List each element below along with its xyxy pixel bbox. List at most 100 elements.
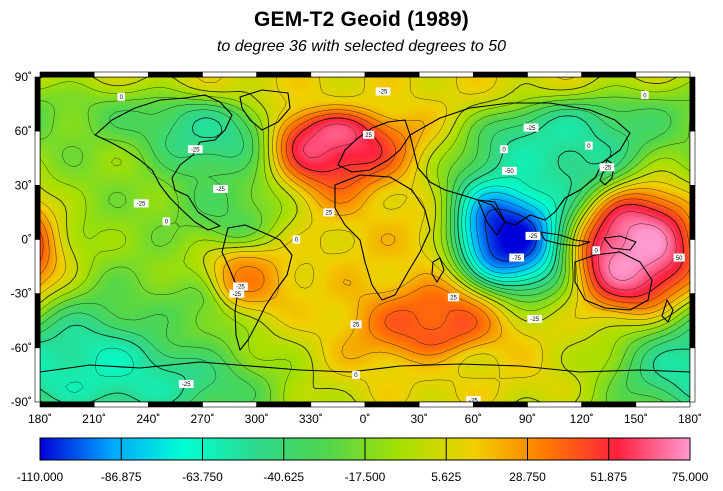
frame-bar-right bbox=[689, 293, 696, 349]
map-title: GEM-T2 Geoid (1989) bbox=[253, 8, 469, 31]
contour-label-text: -25 bbox=[236, 285, 245, 291]
coastline-europe bbox=[337, 119, 411, 173]
map-panel: 0-250-2525-250-500-25-25-25025-250-75050… bbox=[34, 71, 696, 408]
contour-label-text: 25 bbox=[326, 211, 333, 217]
contour-label: -25 bbox=[465, 396, 481, 405]
contour-label-box bbox=[673, 253, 685, 262]
coastline-north-america bbox=[94, 94, 233, 231]
latitude-tick-label: -60˚ bbox=[11, 341, 32, 355]
contour-label: 0 bbox=[592, 246, 600, 255]
frame-bar-right bbox=[689, 130, 696, 186]
frame-bar-bottom bbox=[202, 401, 257, 408]
contour-line bbox=[470, 192, 548, 274]
contour-label: -25 bbox=[229, 289, 245, 298]
contour-label-box bbox=[187, 145, 203, 154]
frame-bar-top bbox=[418, 71, 474, 78]
contour-label-text: 50 bbox=[676, 256, 683, 262]
frame-bar-left bbox=[34, 76, 41, 132]
frame-bar-top bbox=[148, 71, 203, 78]
colorbar-tick-label: -86.875 bbox=[101, 470, 142, 484]
contour-label-text: 0 bbox=[295, 238, 299, 244]
contour-label: -25 bbox=[178, 379, 194, 388]
latitude-tick-label: 30˚ bbox=[15, 178, 32, 192]
contour-line bbox=[484, 208, 538, 262]
contour-label-box bbox=[592, 246, 600, 255]
contour-label-box bbox=[509, 253, 525, 262]
frame-bar-bottom bbox=[581, 401, 637, 408]
contour-line bbox=[40, 77, 690, 402]
colorbar-tick-label: -63.750 bbox=[182, 470, 223, 484]
frame-bar-left bbox=[34, 239, 41, 294]
contour-label: -75 bbox=[509, 253, 525, 262]
contour-label: -25 bbox=[527, 314, 543, 323]
frame-bar-top bbox=[635, 71, 691, 78]
frame-bar-bottom bbox=[148, 401, 203, 408]
longitude-tick-label: 180˚ bbox=[28, 412, 52, 426]
contour-label-text: 0 bbox=[502, 147, 506, 153]
contour-label-box bbox=[465, 396, 481, 405]
frame-bar-left bbox=[34, 185, 41, 240]
longitude-tick-label: 240˚ bbox=[136, 412, 160, 426]
contour-label: -25 bbox=[599, 163, 615, 171]
contour-label: 0 bbox=[352, 370, 360, 379]
contour-label-text: -25 bbox=[603, 165, 612, 171]
contour-label-box bbox=[375, 87, 391, 96]
coastline-africa bbox=[334, 174, 431, 301]
frame-bar-right bbox=[689, 347, 696, 403]
contour-label: -50 bbox=[502, 166, 517, 175]
colorbar-tick-label: 51.875 bbox=[590, 470, 627, 484]
contour-label-text: -25 bbox=[469, 398, 478, 404]
contour-label-box bbox=[447, 293, 460, 302]
contour-line bbox=[292, 117, 684, 298]
frame-bar-bottom bbox=[364, 401, 420, 408]
frame-bar-top bbox=[581, 71, 637, 78]
latitude-tick-label: -30˚ bbox=[11, 287, 32, 301]
contour-label-text: 0 bbox=[594, 249, 598, 255]
contour-line bbox=[40, 77, 690, 402]
frame-bar-bottom bbox=[310, 401, 366, 408]
frame-bar-top bbox=[256, 71, 312, 78]
contour-label: 0 bbox=[585, 141, 593, 150]
contour-label: 0 bbox=[292, 235, 301, 244]
colorbar-tick-label: -40.625 bbox=[263, 470, 304, 484]
colorbar-tick-label: -17.500 bbox=[345, 470, 386, 484]
contour-line bbox=[65, 176, 557, 393]
contour-line bbox=[608, 223, 668, 281]
contour-label-box bbox=[352, 370, 360, 379]
contour-label: 25 bbox=[323, 208, 335, 217]
frame-bar-top bbox=[310, 71, 366, 78]
longitude-tick-label: 270˚ bbox=[190, 412, 214, 426]
contour-label: 25 bbox=[363, 130, 375, 139]
contour-line bbox=[40, 96, 690, 402]
frame-bar-top bbox=[202, 71, 257, 78]
frame-bar-right bbox=[689, 76, 696, 132]
contour-label-box bbox=[525, 231, 541, 240]
frame-bar-left bbox=[34, 130, 41, 186]
frame-bar-left bbox=[34, 293, 41, 349]
contour-label-text: 25 bbox=[365, 133, 372, 139]
frame-bar-left bbox=[34, 347, 41, 403]
contour-label-box bbox=[523, 123, 539, 132]
colorbar-tick-label: -110.000 bbox=[17, 470, 64, 484]
frame-bar-bottom bbox=[418, 401, 474, 408]
contour-label-box bbox=[363, 130, 375, 139]
coastline-greenland bbox=[239, 89, 291, 131]
map-subtitle: to degree 36 with selected degrees to 50 bbox=[216, 38, 507, 55]
colorbar-tick-label: 28.750 bbox=[509, 470, 546, 484]
contour-label: 25 bbox=[350, 320, 362, 329]
coastline-australia bbox=[574, 251, 653, 311]
contour-label-box bbox=[162, 217, 171, 226]
frame-bar-bottom bbox=[93, 401, 149, 408]
contour-label-text: 25 bbox=[450, 295, 457, 301]
contour-label: -25 bbox=[523, 123, 539, 132]
contour-label: 0 bbox=[500, 145, 508, 153]
contour-label-box bbox=[500, 145, 508, 154]
contour-label-box bbox=[213, 184, 228, 193]
contour-label-text: 0 bbox=[354, 373, 358, 379]
frame-bar-top bbox=[473, 71, 528, 78]
frame-bar-bottom bbox=[256, 401, 312, 408]
longitude-tick-label: 60˚ bbox=[465, 412, 482, 426]
longitude-tick-label: 30˚ bbox=[410, 412, 427, 426]
frame-bar-right bbox=[689, 185, 696, 240]
